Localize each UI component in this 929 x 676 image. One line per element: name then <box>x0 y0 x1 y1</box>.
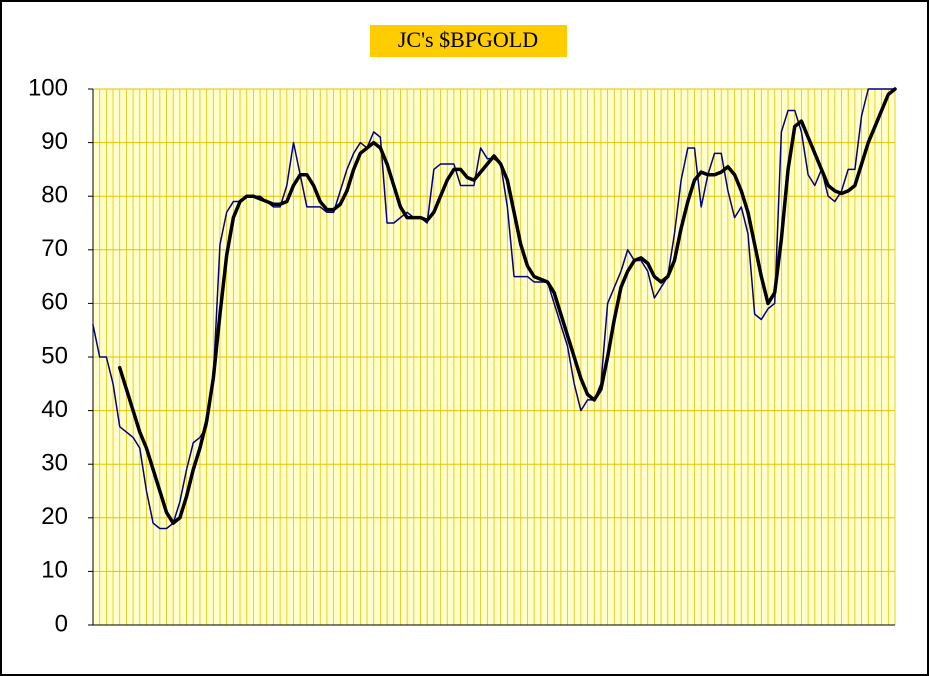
y-tick-label: 70 <box>41 235 68 262</box>
y-tick-label: 80 <box>41 182 68 209</box>
y-tick-label: 30 <box>41 450 68 477</box>
title-box <box>370 25 567 57</box>
y-tick-label: 100 <box>28 74 68 101</box>
y-tick-label: 10 <box>41 557 68 584</box>
y-tick-label: 40 <box>41 396 68 423</box>
y-tick-label: 50 <box>41 342 68 369</box>
series-line <box>117 87 897 525</box>
y-tick-label: 60 <box>41 289 68 316</box>
chart-title: JC's $BPGOLD <box>398 27 538 52</box>
y-tick-label: 90 <box>41 128 68 155</box>
y-tick-label: 0 <box>55 610 68 637</box>
y-tick-label: 20 <box>41 503 68 530</box>
